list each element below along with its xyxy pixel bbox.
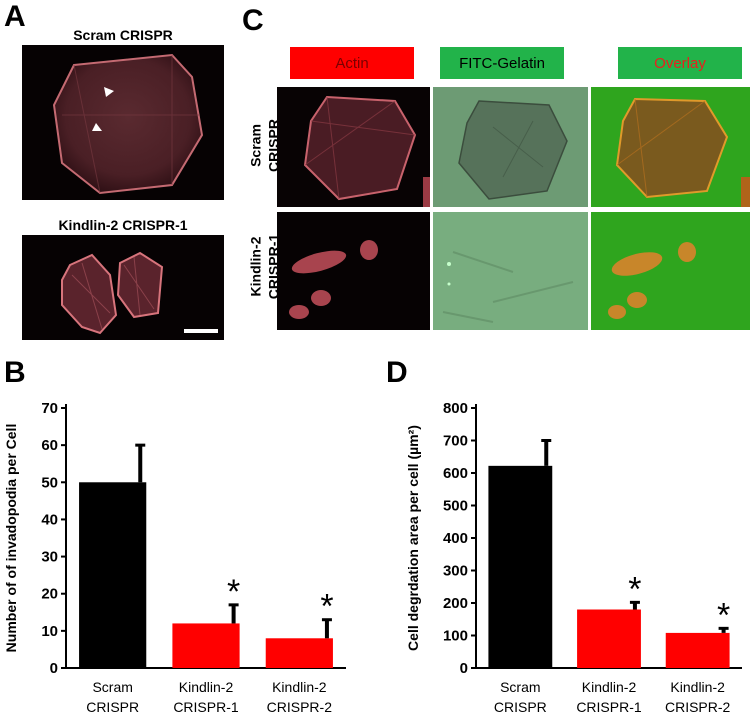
x-tick-label: Scram — [500, 679, 540, 695]
y-tick-label: 0 — [460, 660, 468, 677]
significance-star: * — [227, 573, 240, 611]
panel-letter-b: B — [4, 356, 26, 389]
chart-b-invadopodia: 0 10 20 30 40 50 60 70 Number of of invadopodia … — [3, 400, 346, 715]
x-tick-label: Scram — [92, 679, 132, 695]
y-tick-label: 30 — [41, 549, 58, 566]
panel-letter-a: A — [4, 0, 26, 33]
micrograph-kindlin-overlay — [591, 212, 750, 330]
y-tick-label: 70 — [41, 400, 58, 417]
panel-a-scram-micrograph — [22, 45, 224, 200]
x-tick-label: Kindlin-2 — [670, 679, 725, 695]
y-tick-label: 50 — [41, 474, 58, 491]
col-header-overlay: Overlay — [618, 47, 742, 79]
bar — [665, 632, 730, 668]
chart-d-degradation: 0 100 200 300 400 500 600 700 800 Cell degrdation… — [405, 400, 742, 715]
y-tick-label: 100 — [443, 628, 468, 645]
panel-a-kindlin-micrograph — [22, 235, 224, 340]
micrograph-kindlin-actin — [277, 212, 430, 330]
y-tick-label: 400 — [443, 530, 468, 547]
y-tick-label: 500 — [443, 498, 468, 515]
micrograph-kindlin-gelatin — [433, 212, 588, 330]
bar — [577, 609, 641, 668]
x-tick-label: CRISPR-2 — [267, 699, 333, 715]
x-tick-label: CRISPR-1 — [173, 699, 239, 715]
x-tick-label: Kindlin-2 — [179, 679, 234, 695]
significance-star: * — [717, 596, 730, 634]
y-tick-label: 10 — [41, 623, 58, 640]
x-tick-label: Kindlin-2 — [582, 679, 637, 695]
y-axis-label: Cell degrdation area per cell (µm²) — [405, 425, 421, 651]
y-tick-label: 60 — [41, 437, 58, 454]
y-axis-label: Number of of invadopodia per Cell — [3, 424, 19, 653]
x-tick-label: Kindlin-2 — [272, 679, 327, 695]
micrograph-scram-overlay — [591, 87, 750, 207]
col-header-fitc-gelatin: FITC-Gelatin — [440, 47, 564, 79]
x-tick-label: CRISPR — [494, 699, 547, 715]
micrograph-scram-gelatin — [433, 87, 588, 207]
y-tick-label: 700 — [443, 433, 468, 450]
x-tick-label: CRISPR-1 — [576, 699, 642, 715]
significance-star: * — [320, 588, 333, 626]
col-header-actin: Actin — [290, 47, 414, 79]
bar — [265, 638, 333, 668]
y-tick-label: 800 — [443, 400, 468, 417]
panel-a-top-caption: Scram CRISPR — [73, 27, 173, 43]
y-tick-label: 600 — [443, 465, 468, 482]
x-tick-label: CRISPR-2 — [665, 699, 731, 715]
y-tick-label: 300 — [443, 563, 468, 580]
x-tick-label: CRISPR — [86, 699, 139, 715]
y-tick-label: 40 — [41, 511, 58, 528]
y-tick-label: 200 — [443, 595, 468, 612]
bar — [488, 465, 553, 668]
y-tick-label: 20 — [41, 586, 58, 603]
panel-letter-d: D — [386, 356, 408, 389]
micrograph-scram-actin — [277, 87, 430, 207]
bar — [172, 623, 240, 668]
y-tick-label: 0 — [50, 660, 58, 677]
significance-star: * — [628, 570, 641, 608]
bar — [79, 482, 147, 668]
panel-letter-c: C — [242, 4, 264, 37]
panel-a-bottom-caption: Kindlin-2 CRISPR-1 — [58, 217, 188, 233]
